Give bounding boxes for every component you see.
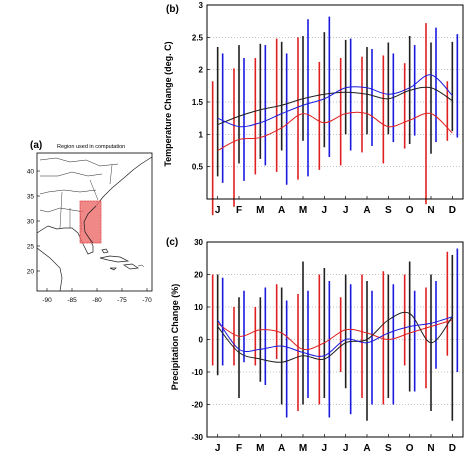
map-y-tick-label: 35 bbox=[27, 194, 35, 201]
precipitation-x-tick-label: M bbox=[256, 443, 264, 452]
precipitation-y-tick-label: -10 bbox=[191, 368, 203, 377]
map-y-tick-label: 30 bbox=[27, 219, 35, 226]
precipitation-y-tick-label: -30 bbox=[191, 433, 203, 442]
map-x-tick-label: -70 bbox=[142, 297, 152, 304]
map-x-tick-label: -75 bbox=[117, 297, 127, 304]
temperature-series-line bbox=[217, 74, 453, 128]
temperature-x-tick-label: J bbox=[215, 205, 221, 216]
precipitation-x-tick-label: A bbox=[363, 443, 370, 452]
temperature-series-line bbox=[217, 111, 453, 151]
temperature-y-tick-label: 0.5 bbox=[192, 163, 204, 172]
precipitation-chart: -30 -20 -10 0 10 20 30 J F M A M J J A S O N D bbox=[191, 238, 464, 452]
panel-c-tag: (c) bbox=[166, 237, 178, 248]
panel-c: (c) Precipitation Change (%) -30 -20 -10 0 1… bbox=[166, 237, 464, 452]
temperature-x-tick-label: O bbox=[406, 205, 414, 216]
temperature-x-tick-label: N bbox=[427, 205, 434, 216]
precipitation-x-tick-label: S bbox=[385, 443, 392, 452]
precipitation-y-tick-label: 20 bbox=[194, 271, 203, 280]
temperature-x-tick-label: J bbox=[343, 205, 349, 216]
precipitation-x-tick-label: N bbox=[427, 443, 434, 452]
temperature-x-tick-label: A bbox=[363, 205, 370, 216]
temperature-x-tick-label: F bbox=[236, 205, 242, 216]
precipitation-x-tick-label: J bbox=[343, 443, 349, 452]
precipitation-x-tick-label: J bbox=[215, 443, 221, 452]
precipitation-x-tick-label: A bbox=[278, 443, 285, 452]
map-x-tick-label: -80 bbox=[92, 297, 102, 304]
panel-a: (a) Region used in computation 40 35 30 25 2… bbox=[27, 140, 153, 304]
temperature-y-tick-label: 1 bbox=[199, 130, 204, 139]
precipitation-x-tick-label: J bbox=[322, 443, 328, 452]
computation-region bbox=[79, 200, 102, 244]
map-y-ticks: 40 35 30 25 20 bbox=[27, 169, 40, 276]
temperature-plot-frame bbox=[206, 4, 464, 200]
map-y-tick-label: 40 bbox=[27, 169, 35, 176]
map-y-tick-label: 25 bbox=[27, 244, 35, 251]
precipitation-y-tick-label: 30 bbox=[194, 238, 203, 247]
panel-b: (b) Temperature Change (deg. C) 0.5 1 1.5 2… bbox=[163, 1, 464, 216]
temperature-y-tick-label: 2.5 bbox=[192, 33, 204, 42]
precipitation-x-tick-label: F bbox=[236, 443, 242, 452]
precipitation-x-tick-label: M bbox=[299, 443, 307, 452]
map-x-tick-label: -90 bbox=[42, 297, 52, 304]
temperature-x-tick-label: D bbox=[449, 205, 456, 216]
precipitation-x-tick-label: D bbox=[449, 443, 456, 452]
precipitation-plot-frame bbox=[206, 241, 464, 438]
precipitation-series-line bbox=[217, 319, 453, 351]
map-x-tick-label: -85 bbox=[67, 297, 77, 304]
map-y-tick-label: 20 bbox=[27, 269, 35, 276]
temperature-chart: 0.5 1 1.5 2 2.5 3 J F M A M J J A S O N D bbox=[192, 1, 464, 216]
panel-a-tag: (a) bbox=[30, 140, 42, 151]
temperature-x-tick-label: M bbox=[256, 205, 264, 216]
precipitation-y-axis-label: Precipitation Change (%) bbox=[170, 284, 180, 391]
temperature-y-axis-label: Temperature Change (deg. C) bbox=[163, 41, 173, 166]
precipitation-series-line bbox=[217, 316, 453, 357]
precipitation-y-tick-label: -20 bbox=[191, 401, 203, 410]
temperature-x-tick-label: S bbox=[385, 205, 392, 216]
temperature-y-tick-label: 3 bbox=[199, 1, 204, 10]
map-title: Region used in computation bbox=[57, 144, 125, 150]
temperature-x-tick-label: M bbox=[299, 205, 307, 216]
precipitation-x-tick-label: O bbox=[406, 443, 414, 452]
precipitation-y-tick-label: 0 bbox=[199, 336, 204, 345]
temperature-y-tick-label: 2 bbox=[199, 66, 204, 75]
precipitation-series-line bbox=[217, 311, 453, 363]
temperature-y-tick-label: 1.5 bbox=[192, 98, 204, 107]
panel-b-tag: (b) bbox=[166, 4, 179, 15]
map-x-ticks: -90 -85 -80 -75 -70 bbox=[42, 288, 152, 304]
temperature-x-tick-label: A bbox=[278, 205, 285, 216]
temperature-x-tick-label: J bbox=[322, 205, 328, 216]
precipitation-y-tick-label: 10 bbox=[194, 303, 203, 312]
